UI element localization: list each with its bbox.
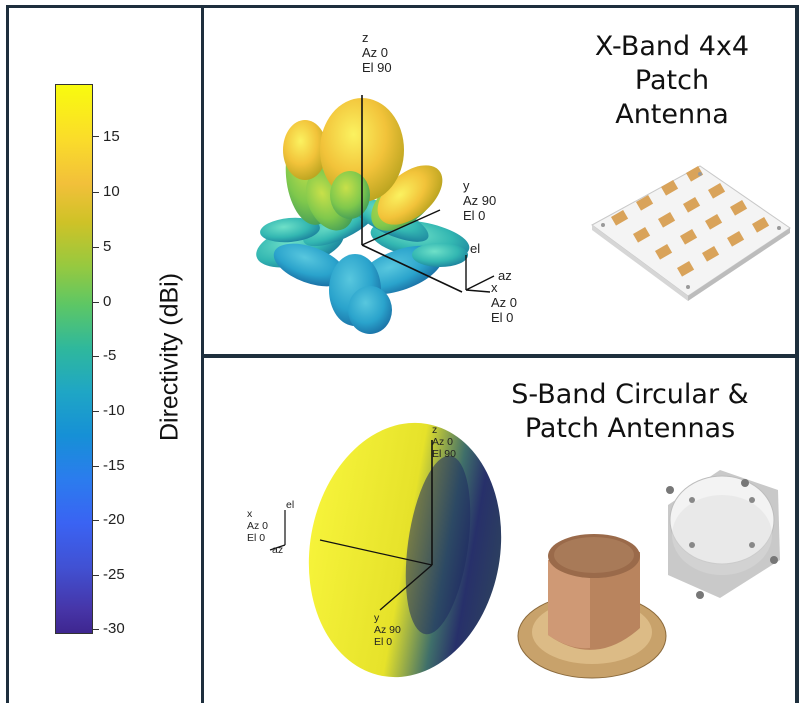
axis-label-line: Az 90 bbox=[374, 624, 401, 636]
axis-label-line: x bbox=[247, 508, 253, 520]
patch-array bbox=[611, 166, 770, 277]
colorbar-tick-label: -30 bbox=[103, 620, 125, 637]
colorbar-tick-label: -20 bbox=[103, 511, 125, 528]
colorbar-tick-label: 0 bbox=[103, 293, 112, 310]
axis-label-line: z bbox=[432, 424, 438, 436]
xband-y-axis-label: y Az 90 El 0 bbox=[463, 178, 496, 223]
sband-z-axis-label: z Az 0 El 90 bbox=[432, 424, 456, 460]
xband-z-axis-label: z Az 0 El 90 bbox=[362, 30, 392, 75]
axis-label-line: Az 0 bbox=[362, 45, 389, 60]
colorbar-tick bbox=[93, 136, 99, 137]
colorbar-tick-label: -5 bbox=[103, 347, 117, 364]
colorbar-tick bbox=[93, 192, 99, 193]
colorbar-tick-label: 5 bbox=[103, 238, 112, 255]
colorbar-tick bbox=[93, 520, 99, 521]
axis-label-line: El 0 bbox=[463, 208, 486, 223]
axis-label-line: Az 0 bbox=[432, 436, 454, 448]
xband-title-line: X-Band 4x4 bbox=[594, 31, 750, 62]
axis-label-line: z bbox=[362, 30, 369, 45]
colorbar bbox=[55, 84, 93, 634]
colorbar-tick-label: -10 bbox=[103, 402, 125, 419]
axis-label-line: x bbox=[491, 280, 498, 295]
axis-label-line: Az 0 bbox=[491, 295, 518, 310]
colorbar-tick-label: 15 bbox=[103, 128, 120, 145]
sband-x-axis-label: x Az 0 El 0 bbox=[247, 508, 268, 544]
axis-label-line: El 0 bbox=[247, 532, 266, 544]
xband-title: X-Band 4x4 Patch Antenna bbox=[562, 30, 782, 132]
colorbar-tick bbox=[93, 411, 99, 412]
axis-label-line: El 90 bbox=[362, 60, 392, 75]
axis-label-line: y bbox=[374, 612, 380, 624]
axis-label-line: El 0 bbox=[491, 310, 514, 325]
colorbar-tick bbox=[93, 302, 99, 303]
colorbar-tick-label: -15 bbox=[103, 457, 125, 474]
xband-el-label: el bbox=[470, 241, 481, 256]
axis-label-line: El 90 bbox=[432, 448, 456, 460]
axis-label-line: Az 90 bbox=[463, 193, 497, 208]
axis-label-line: y bbox=[463, 178, 470, 193]
xband-title-line: Patch bbox=[634, 65, 710, 96]
sband-el-label: el bbox=[286, 499, 295, 511]
xband-az-label: az bbox=[498, 268, 512, 283]
sband-title-line: S-Band Circular & bbox=[511, 379, 749, 410]
xband-x-axis-label: x Az 0 El 0 bbox=[491, 280, 517, 325]
axis-label-line: Az 0 bbox=[247, 520, 269, 532]
colorbar-tick bbox=[93, 629, 99, 630]
colorbar-tick bbox=[93, 466, 99, 467]
colorbar-tick-label: -25 bbox=[103, 566, 125, 583]
sband-y-axis-label: y Az 90 El 0 bbox=[374, 612, 401, 648]
sband-title-line: Patch Antennas bbox=[524, 413, 736, 444]
sband-az-label: az bbox=[272, 544, 284, 556]
colorbar-tick bbox=[93, 575, 99, 576]
sband-title: S-Band Circular & Patch Antennas bbox=[470, 378, 790, 446]
axis-label-line: El 0 bbox=[374, 636, 393, 648]
right-border bbox=[795, 5, 799, 703]
colorbar-tick bbox=[93, 247, 99, 248]
xband-title-line: Antenna bbox=[615, 99, 729, 130]
xband-panel bbox=[201, 5, 799, 358]
colorbar-tick-label: 10 bbox=[103, 183, 120, 200]
colorbar-tick bbox=[93, 356, 99, 357]
